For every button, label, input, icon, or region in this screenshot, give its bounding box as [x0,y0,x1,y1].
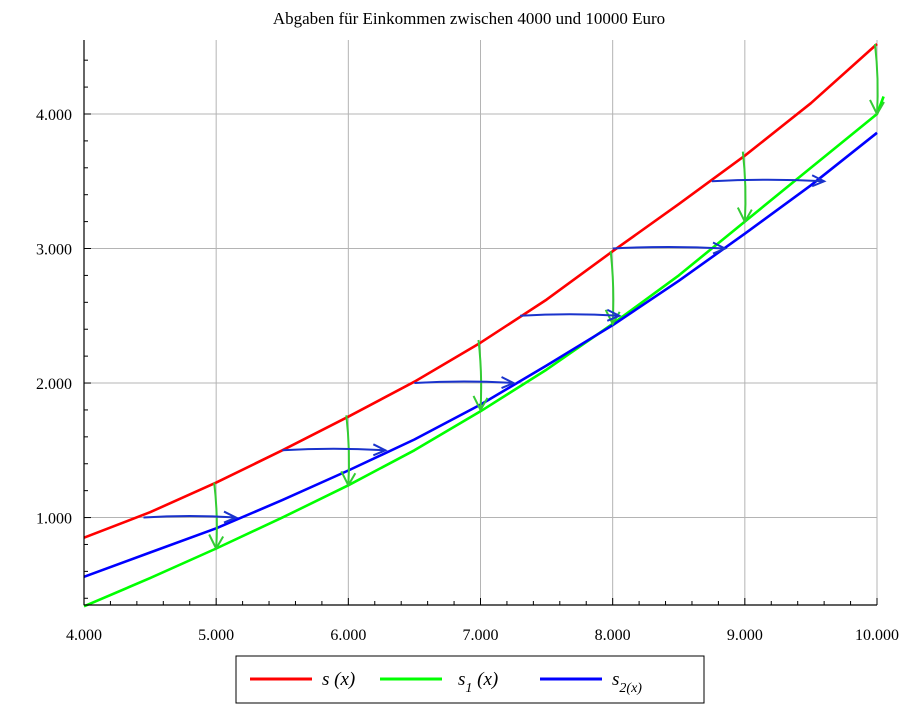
right-arrow [612,246,726,250]
x-tick-label: 7.000 [463,627,499,644]
x-tick-label: 8.000 [595,627,631,644]
y-tick-label: 4.000 [36,107,72,124]
right-arrow [282,447,386,452]
down-arrow-head [869,99,885,117]
down-arrow [345,415,350,486]
down-arrow-head [472,395,489,413]
legend-label-2: s1 (x) [458,669,498,696]
right-arrow-head [811,174,827,188]
right-arrow-head [606,308,622,322]
legend-label-3: s2(x) [612,669,642,696]
grid-lines [84,40,878,605]
down-arrow [609,251,615,324]
x-tick-label: 5.000 [198,627,234,644]
x-tick-label: 9.000 [727,627,763,644]
right-arrow-head [712,241,728,255]
series-line-2 [83,96,885,608]
series-line-1 [83,43,878,539]
down-arrow [477,339,483,410]
y-tick-label: 2.000 [36,376,72,393]
x-tick-label: 10.000 [855,627,899,644]
chart-title: Abgaben für Einkommen zwischen 4000 und … [273,9,665,28]
legend-box [235,655,705,704]
y-tick-label: 1.000 [36,511,72,528]
axes [83,40,878,606]
annotation-layer [143,43,885,551]
right-arrow-head [223,510,239,524]
right-arrow [711,178,825,183]
series-layer [83,43,885,608]
legend-label-1: s (x) [322,669,355,690]
right-arrow-head [372,443,388,457]
right-arrow-head [501,376,516,389]
tick-labels: 4.000 5.000 6.000 7.000 8.000 9.000 10.000 1.00… [36,107,899,644]
x-tick-label: 6.000 [330,627,366,644]
down-arrow [741,151,747,222]
down-arrow-head [208,534,225,551]
down-arrow-head [736,207,753,224]
down-arrow [213,482,218,549]
right-arrow [143,515,237,519]
down-arrow-head [340,470,357,488]
right-arrow [414,380,514,385]
legend: s (x) s1 (x) s2(x) [235,655,705,704]
down-arrow [874,43,879,115]
y-tick-label: 3.000 [36,242,72,259]
right-arrow [520,313,620,317]
x-tick-label: 4.000 [66,627,102,644]
